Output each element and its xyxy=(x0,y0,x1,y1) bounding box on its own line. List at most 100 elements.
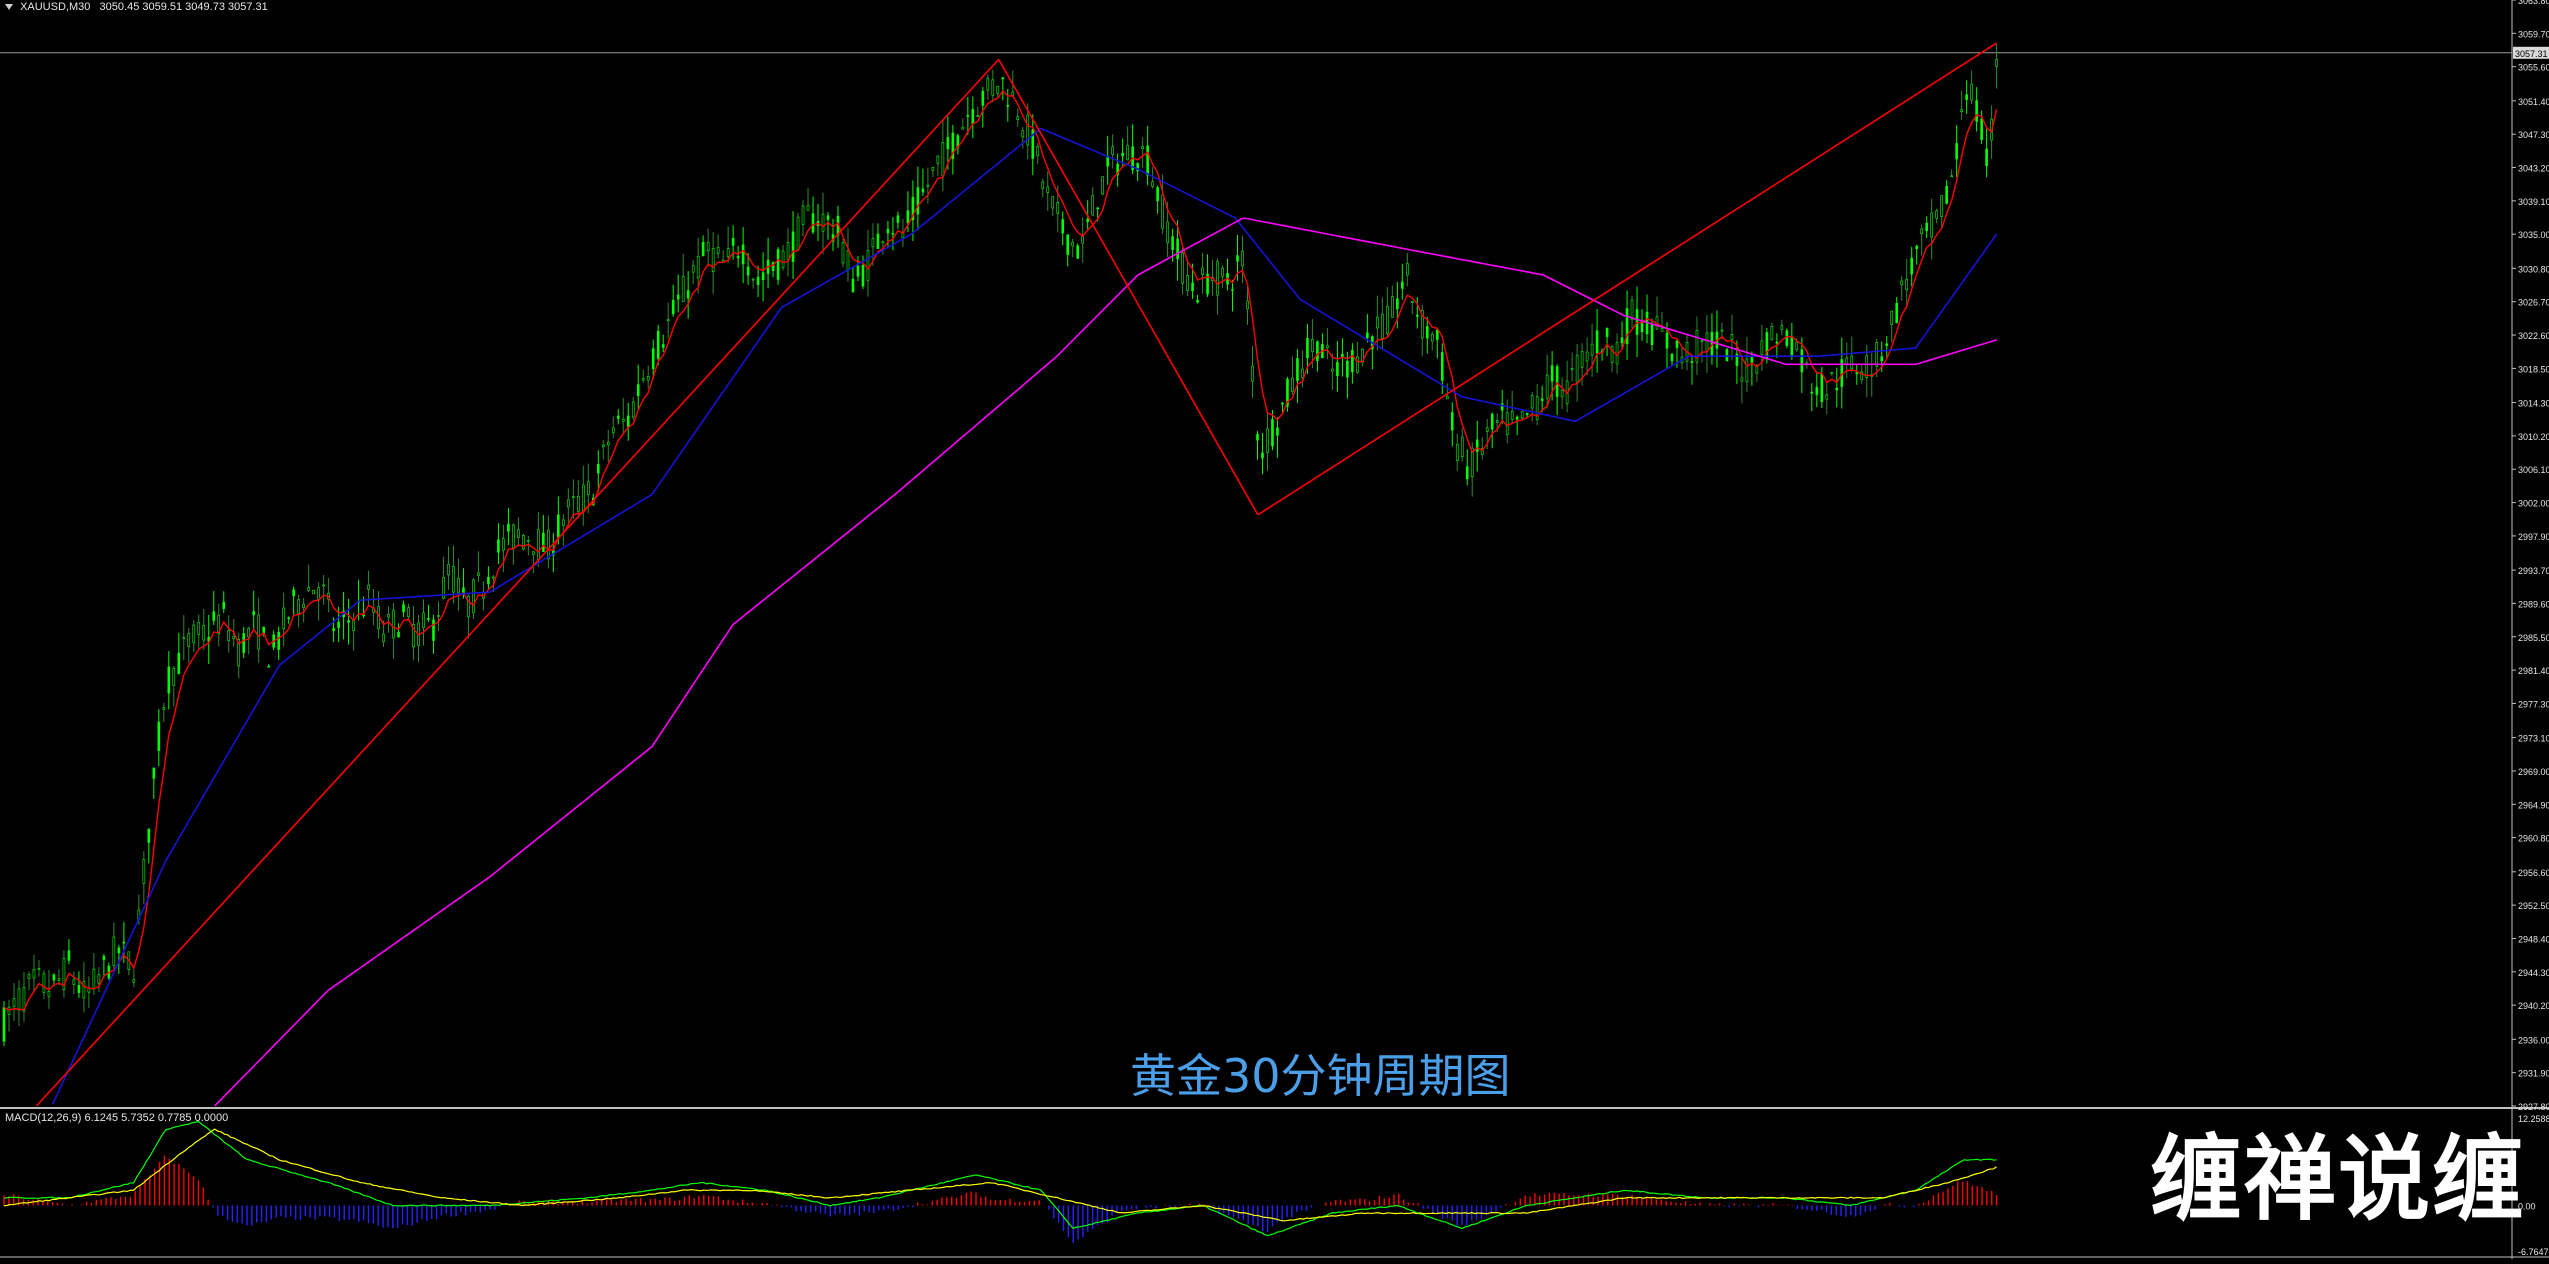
candle-body xyxy=(1545,374,1549,399)
candle-body xyxy=(1615,342,1619,365)
candle-body xyxy=(1266,428,1269,453)
candle-body xyxy=(1356,356,1359,373)
candle-body xyxy=(1610,346,1614,363)
candle-body xyxy=(442,577,445,599)
candle-body xyxy=(1590,343,1594,356)
candle-body xyxy=(187,633,191,647)
candle-body xyxy=(1985,148,1988,167)
price-tick-label: 3035.00 xyxy=(2518,230,2549,240)
candle-body xyxy=(192,624,196,644)
candle-body xyxy=(1366,332,1369,339)
candle-body xyxy=(537,529,540,560)
candle-body xyxy=(1376,316,1379,329)
candle-body xyxy=(1555,366,1559,397)
candle-body xyxy=(42,973,46,993)
candle-body xyxy=(786,242,790,260)
trendline-1 xyxy=(35,58,1000,1107)
candle-body xyxy=(1910,257,1914,275)
candle-body xyxy=(242,633,246,653)
candle-body xyxy=(532,551,535,555)
candle-body xyxy=(1865,355,1869,378)
candle-body xyxy=(522,535,525,550)
candle-body xyxy=(876,233,880,249)
price-tick-label: 3051.40 xyxy=(2518,97,2549,107)
candle-body xyxy=(796,216,800,250)
candle-body xyxy=(1141,146,1144,149)
candle-body xyxy=(656,330,660,359)
candle-body xyxy=(1425,326,1429,339)
candle-body xyxy=(1031,129,1035,159)
price-tick-label: 2981.40 xyxy=(2518,666,2549,676)
candle-body xyxy=(1895,303,1899,324)
candle-body xyxy=(1051,196,1055,209)
candle-body xyxy=(1580,351,1584,368)
candle-body xyxy=(1890,310,1894,325)
candle-body xyxy=(1036,146,1040,156)
candle-body xyxy=(1915,245,1918,250)
candle-body xyxy=(666,319,670,322)
candle-body xyxy=(996,85,1000,94)
candle-body xyxy=(472,579,475,614)
candle-body xyxy=(1066,234,1070,255)
candle-body xyxy=(751,278,755,281)
candle-body xyxy=(112,936,116,966)
candle-body xyxy=(27,974,31,979)
candle-body xyxy=(162,707,166,710)
candle-body xyxy=(32,969,36,979)
candle-body xyxy=(1810,391,1814,394)
candle-body xyxy=(1246,300,1249,310)
candle-body xyxy=(716,247,720,254)
candle-body xyxy=(57,978,61,981)
candle-body xyxy=(542,532,545,552)
candle-body xyxy=(791,231,795,262)
candle-body xyxy=(212,611,216,621)
candle-body xyxy=(1386,306,1389,334)
candle-body xyxy=(741,244,745,265)
candle-body xyxy=(926,184,930,187)
dropdown-arrow-icon[interactable] xyxy=(5,4,13,11)
candle-body xyxy=(1885,343,1889,346)
candle-body xyxy=(1001,77,1005,80)
price-tick-label: 2964.90 xyxy=(2518,800,2549,810)
candle-body xyxy=(1975,100,1978,122)
candle-body xyxy=(1121,152,1124,157)
candle-body xyxy=(1186,275,1189,291)
candle-body xyxy=(1965,94,1968,100)
candle-body xyxy=(367,584,370,590)
candle-body xyxy=(222,601,226,609)
candle-body xyxy=(651,348,655,370)
candle-body xyxy=(1775,341,1779,344)
candle-body xyxy=(1161,194,1164,229)
candle-body xyxy=(157,721,161,751)
candle-body xyxy=(701,242,705,257)
candle-body xyxy=(497,539,500,553)
candle-body xyxy=(397,631,400,638)
candle-body xyxy=(1216,261,1219,296)
candle-body xyxy=(332,628,335,632)
candle-body xyxy=(1455,443,1459,462)
price-tick-label: 2956.60 xyxy=(2518,868,2549,878)
candle-body xyxy=(1830,372,1834,374)
candle-body xyxy=(1435,329,1439,340)
candle-body xyxy=(626,415,630,427)
watermark: 缠禅说缠 xyxy=(2150,1126,2527,1233)
candle-body xyxy=(881,241,885,244)
candle-body xyxy=(97,974,101,984)
candle-body xyxy=(297,599,300,614)
price-tick-label: 2940.20 xyxy=(2518,1001,2549,1011)
candle-body xyxy=(806,205,810,211)
candle-body xyxy=(1570,367,1574,370)
candle-body xyxy=(1231,289,1234,291)
candle-body xyxy=(117,947,121,954)
candle-body xyxy=(1046,186,1050,193)
candle-body xyxy=(891,233,895,235)
candle-body xyxy=(37,968,41,970)
candle-body xyxy=(841,242,845,264)
candle-body xyxy=(197,622,201,635)
candle-body xyxy=(631,401,635,418)
macd-header: MACD(12,26,9) 6.1245 5.7352 0.7785 0.000… xyxy=(5,1112,229,1124)
candle-body xyxy=(691,265,695,273)
candle-body xyxy=(1495,420,1499,423)
